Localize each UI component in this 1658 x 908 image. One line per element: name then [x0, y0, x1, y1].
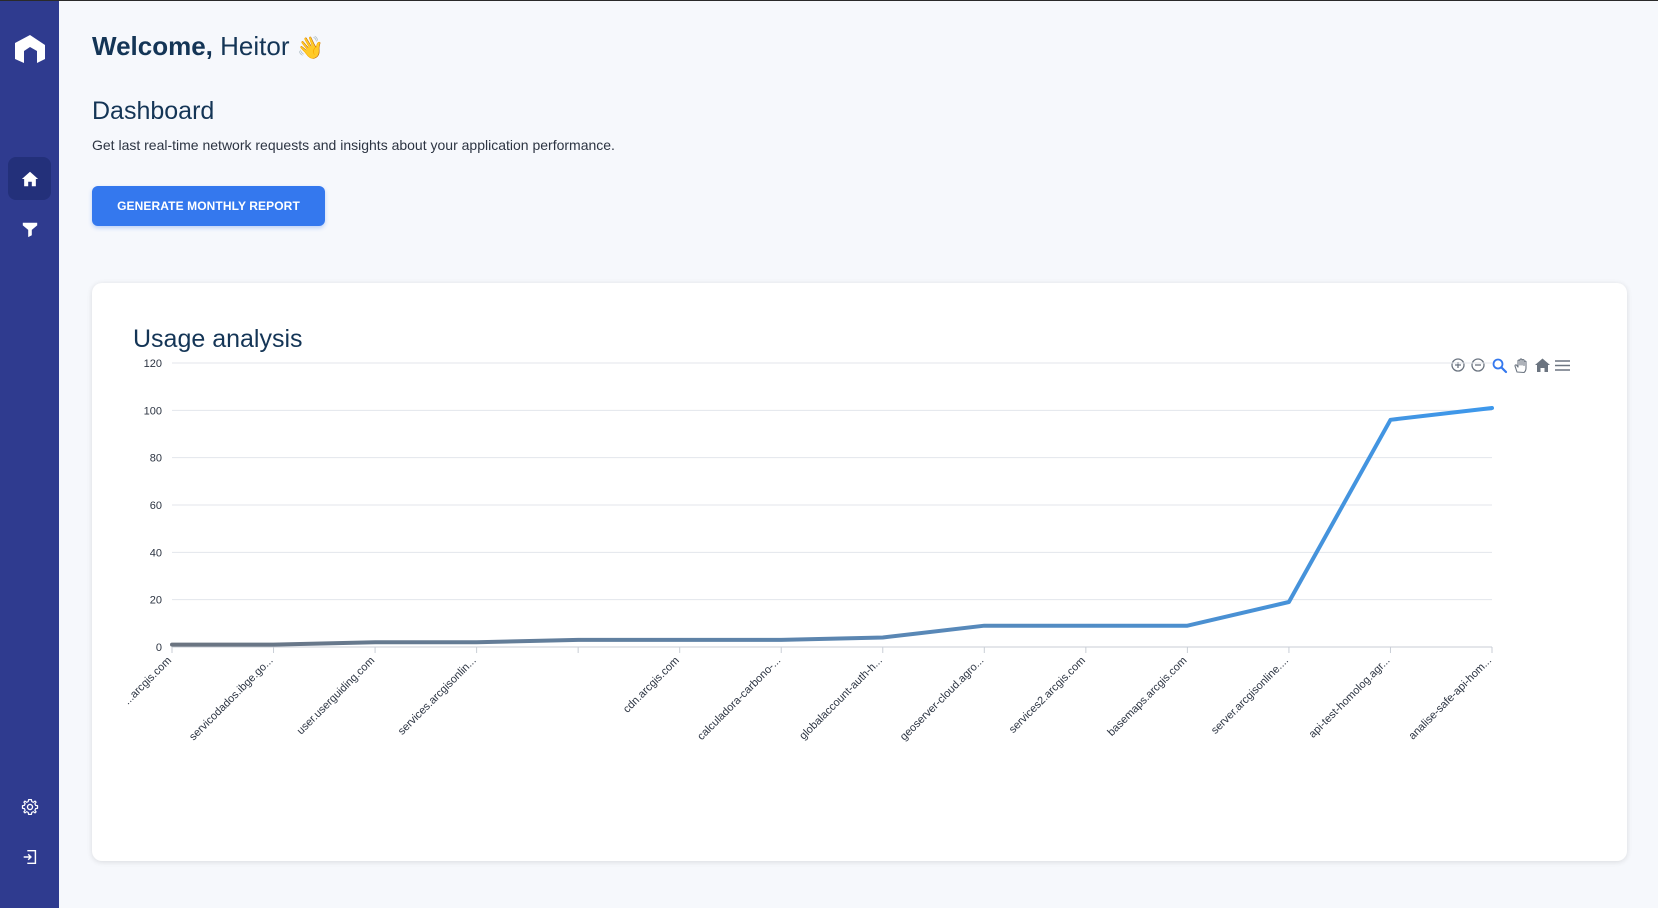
x-tick-label: server.arcgisonline.... — [1209, 655, 1291, 737]
selection-zoom-icon[interactable] — [1492, 358, 1508, 374]
app-logo[interactable] — [13, 33, 47, 67]
x-tick-label: user.userguiding.com — [295, 655, 377, 737]
sidebar-item-home[interactable] — [8, 157, 51, 200]
data-point[interactable] — [1080, 620, 1092, 632]
data-point[interactable] — [268, 639, 280, 651]
data-point[interactable] — [1384, 414, 1396, 426]
sidebar-item-logout[interactable] — [8, 835, 51, 878]
y-tick-label: 60 — [150, 500, 162, 512]
page-title: Dashboard — [92, 97, 215, 125]
data-point[interactable] — [1283, 596, 1295, 608]
sidebar-item-settings[interactable] — [8, 785, 51, 828]
x-tick-label: analise-safe-api-hom... — [1407, 655, 1495, 743]
zoom-out-icon[interactable] — [1471, 358, 1485, 372]
data-point[interactable] — [369, 636, 381, 648]
x-tick-label: api-test-homolog.agr... — [1307, 655, 1393, 741]
x-tick-label: ...arcgis.com — [122, 655, 175, 708]
x-tick-label: geoserver-cloud.agro... — [898, 655, 986, 743]
y-tick-label: 80 — [150, 453, 162, 465]
main-content: Welcome, Heitor 👋 Dashboard Get last rea… — [92, 1, 1658, 907]
data-point[interactable] — [166, 639, 178, 651]
data-point[interactable] — [775, 634, 787, 646]
x-tick-label: services2.arcgis.com — [1007, 655, 1088, 736]
pan-icon[interactable] — [1514, 358, 1527, 374]
y-tick-label: 20 — [150, 595, 162, 607]
card-title: Usage analysis — [133, 325, 303, 353]
data-point[interactable] — [471, 636, 483, 648]
wave-emoji: 👋 — [296, 35, 325, 60]
sidebar — [0, 1, 59, 908]
usage-line-chart[interactable]: 0 20 40 60 80 100 120 ...arcgis.com servicodados… — [92, 283, 1627, 861]
sidebar-item-filter[interactable] — [8, 207, 51, 250]
y-tick-label: 40 — [150, 547, 162, 559]
menu-icon[interactable] — [1555, 360, 1570, 371]
y-tick-label: 0 — [156, 642, 162, 654]
page-subtitle: Get last real-time network requests and … — [92, 137, 615, 153]
data-point[interactable] — [1181, 620, 1193, 632]
filter-icon — [22, 222, 37, 237]
x-tick-label: servicodados.ibge.go... — [187, 655, 275, 743]
data-point[interactable] — [978, 620, 990, 632]
x-tick-label: globalaccount-auth-h... — [797, 655, 885, 743]
series-line[interactable] — [170, 406, 1494, 647]
reset-home-icon[interactable] — [1535, 358, 1550, 373]
welcome-heading: Welcome, Heitor 👋 — [92, 31, 324, 62]
y-tick-label: 120 — [144, 358, 162, 370]
y-tick-label: 100 — [144, 405, 162, 417]
data-point[interactable] — [877, 632, 889, 644]
zoom-in-icon[interactable] — [1451, 358, 1465, 372]
data-point[interactable] — [674, 634, 686, 646]
x-tick-label: basemaps.arcgis.com — [1105, 655, 1189, 739]
usage-analysis-card: Usage analysis — [92, 283, 1627, 861]
x-tick-label: calculadora-carbono-... — [695, 655, 783, 743]
home-icon — [21, 171, 38, 186]
x-tick-label: cdn.arcgis.com — [621, 655, 682, 716]
welcome-user-name: Heitor — [220, 31, 290, 61]
x-tick-label: services.arcgisonlin... — [396, 655, 479, 738]
data-point[interactable] — [572, 634, 584, 646]
logout-icon — [23, 849, 36, 864]
data-point[interactable] — [1486, 402, 1498, 414]
gear-icon — [21, 798, 38, 815]
generate-report-button[interactable]: GENERATE MONTHLY REPORT — [92, 186, 325, 226]
welcome-greeting: Welcome, — [92, 31, 213, 61]
